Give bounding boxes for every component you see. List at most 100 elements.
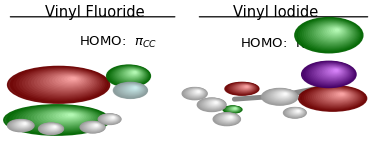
Ellipse shape: [109, 116, 115, 119]
Ellipse shape: [280, 93, 288, 96]
Ellipse shape: [193, 90, 202, 94]
Ellipse shape: [330, 28, 342, 34]
Ellipse shape: [212, 101, 218, 104]
Ellipse shape: [38, 72, 93, 92]
Ellipse shape: [59, 113, 79, 118]
Ellipse shape: [187, 89, 204, 97]
Ellipse shape: [279, 92, 289, 97]
Ellipse shape: [299, 19, 361, 51]
Ellipse shape: [208, 100, 221, 107]
Ellipse shape: [276, 92, 291, 99]
Ellipse shape: [71, 78, 76, 80]
Ellipse shape: [286, 108, 305, 117]
Ellipse shape: [49, 125, 58, 130]
Ellipse shape: [316, 89, 356, 104]
Ellipse shape: [94, 124, 98, 127]
Ellipse shape: [287, 108, 304, 116]
Ellipse shape: [124, 69, 141, 78]
Ellipse shape: [34, 109, 92, 126]
Text: Vinyl Fluoride: Vinyl Fluoride: [45, 5, 144, 20]
Ellipse shape: [319, 66, 346, 79]
Ellipse shape: [265, 89, 296, 104]
Ellipse shape: [133, 72, 136, 74]
Ellipse shape: [23, 123, 26, 125]
Ellipse shape: [297, 111, 299, 112]
Ellipse shape: [91, 124, 100, 128]
Ellipse shape: [18, 122, 29, 127]
Ellipse shape: [87, 123, 102, 130]
Ellipse shape: [232, 108, 237, 110]
Ellipse shape: [229, 83, 257, 94]
Ellipse shape: [127, 85, 140, 92]
Ellipse shape: [242, 86, 250, 88]
Ellipse shape: [62, 113, 77, 117]
Ellipse shape: [50, 126, 58, 129]
Ellipse shape: [294, 110, 301, 113]
Ellipse shape: [109, 66, 149, 86]
Ellipse shape: [229, 107, 239, 111]
Ellipse shape: [215, 113, 240, 125]
Ellipse shape: [11, 67, 108, 102]
Ellipse shape: [226, 107, 240, 112]
Ellipse shape: [103, 115, 119, 122]
Ellipse shape: [118, 83, 145, 96]
Ellipse shape: [231, 84, 256, 93]
Ellipse shape: [284, 93, 287, 95]
Ellipse shape: [110, 66, 148, 85]
Ellipse shape: [50, 74, 87, 87]
Ellipse shape: [107, 116, 116, 120]
Ellipse shape: [94, 125, 98, 126]
Ellipse shape: [115, 67, 146, 83]
Ellipse shape: [43, 124, 61, 132]
Ellipse shape: [21, 123, 27, 125]
Ellipse shape: [88, 123, 101, 129]
Ellipse shape: [318, 89, 356, 103]
Ellipse shape: [40, 123, 63, 134]
Ellipse shape: [326, 91, 351, 100]
Ellipse shape: [314, 64, 349, 81]
Ellipse shape: [20, 69, 103, 99]
Ellipse shape: [333, 29, 340, 32]
Ellipse shape: [263, 89, 297, 105]
Ellipse shape: [53, 126, 56, 128]
Ellipse shape: [99, 114, 121, 124]
Ellipse shape: [229, 107, 239, 111]
Ellipse shape: [42, 124, 62, 133]
Ellipse shape: [13, 121, 31, 129]
Ellipse shape: [68, 114, 73, 116]
Text: Vinyl Iodide: Vinyl Iodide: [233, 5, 319, 20]
Ellipse shape: [305, 20, 357, 48]
Ellipse shape: [42, 124, 62, 133]
Ellipse shape: [232, 108, 237, 109]
Ellipse shape: [213, 113, 240, 126]
Ellipse shape: [200, 99, 225, 110]
Ellipse shape: [289, 109, 304, 116]
Ellipse shape: [310, 63, 352, 84]
Ellipse shape: [220, 115, 237, 122]
Ellipse shape: [198, 91, 199, 92]
Ellipse shape: [98, 114, 121, 124]
Ellipse shape: [11, 120, 33, 130]
Ellipse shape: [233, 108, 237, 109]
Text: HOMO:  I(5p)$_{\perp}$: HOMO: I(5p)$_{\perp}$: [240, 35, 336, 52]
Ellipse shape: [268, 90, 294, 102]
Ellipse shape: [299, 86, 367, 111]
Ellipse shape: [116, 67, 146, 82]
Ellipse shape: [46, 125, 60, 131]
Ellipse shape: [112, 66, 148, 84]
Ellipse shape: [82, 122, 104, 132]
Ellipse shape: [83, 122, 104, 132]
Ellipse shape: [196, 91, 200, 93]
Ellipse shape: [303, 62, 355, 87]
Ellipse shape: [124, 85, 142, 93]
Ellipse shape: [189, 89, 204, 96]
Ellipse shape: [296, 110, 300, 112]
Ellipse shape: [234, 108, 236, 109]
Ellipse shape: [101, 115, 119, 123]
Ellipse shape: [269, 90, 294, 102]
Ellipse shape: [333, 69, 338, 72]
Ellipse shape: [134, 72, 136, 73]
Ellipse shape: [266, 89, 296, 103]
Ellipse shape: [86, 123, 102, 130]
Ellipse shape: [105, 116, 118, 121]
